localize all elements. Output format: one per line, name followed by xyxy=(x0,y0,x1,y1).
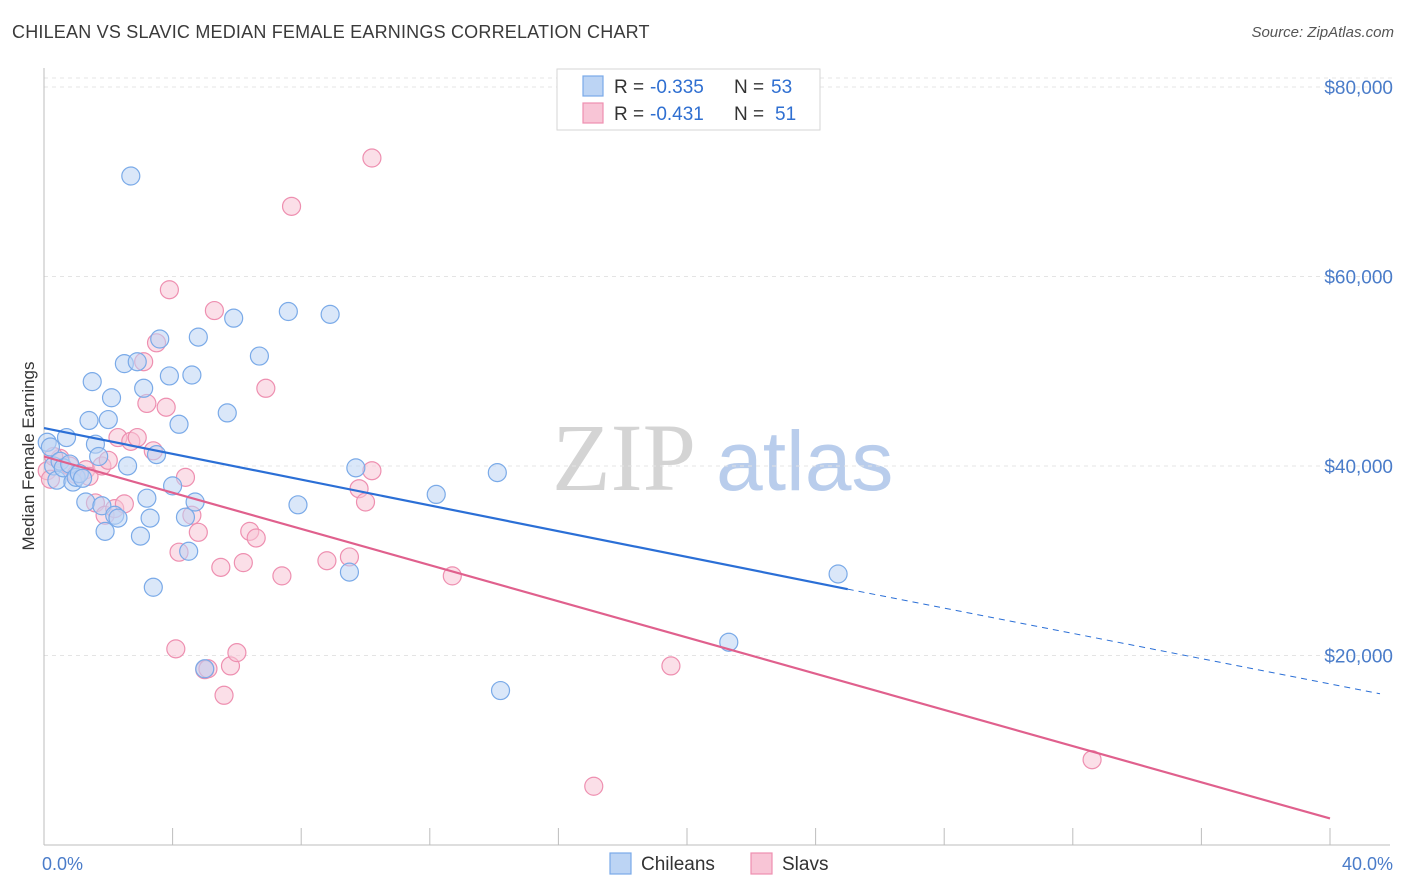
y-tick-label-2: $60,000 xyxy=(1324,267,1393,288)
chileans-point-51 xyxy=(487,463,507,483)
y-axis-label: Median Female Earnings xyxy=(19,362,38,551)
chileans-point-42 xyxy=(217,403,237,423)
chileans-point-37 xyxy=(179,541,199,561)
chileans-point-46 xyxy=(288,495,308,515)
chileans-point-49 xyxy=(346,458,366,478)
legend-slavs-r-label: R = xyxy=(614,104,644,125)
slavs-point-45 xyxy=(362,148,382,168)
slavs-point-34 xyxy=(233,553,253,573)
chileans-point-47 xyxy=(320,304,340,324)
slavs-point-40 xyxy=(317,551,337,571)
chileans-point-32 xyxy=(150,329,170,349)
chileans-point-11 xyxy=(72,468,93,488)
slavs-point-46 xyxy=(442,566,462,586)
chileans-point-12 xyxy=(76,492,96,512)
chileans-point-19 xyxy=(98,409,118,430)
chileans-point-1 xyxy=(40,437,61,457)
slavs-point-44 xyxy=(362,461,382,481)
legend-chileans-r-value: -0.335 xyxy=(650,77,704,98)
legend-top: R = -0.335 N = 53 R = -0.431 N = 51 xyxy=(556,68,821,131)
chileans-point-28 xyxy=(137,488,157,508)
x-tick-label-min: 0.0% xyxy=(42,854,83,874)
x-ticks xyxy=(43,828,1331,845)
legend-slavs-swatch xyxy=(582,102,604,124)
chileans-trend-line xyxy=(43,426,848,591)
legend-bottom-chileans-swatch xyxy=(609,852,632,875)
legend-slavs-n-label: N = xyxy=(734,104,764,125)
series-chileans-points xyxy=(37,166,848,701)
chileans-point-41 xyxy=(195,659,215,679)
slavs-point-30 xyxy=(211,557,231,577)
chileans-point-13 xyxy=(79,410,99,431)
slavs-point-31 xyxy=(214,685,234,705)
chileans-point-44 xyxy=(249,346,270,366)
y-tick-labels: $20,000 $40,000 $60,000 $80,000 xyxy=(1324,78,1393,668)
watermark-zip: ZIP xyxy=(552,404,696,511)
slavs-point-22 xyxy=(166,639,186,659)
slavs-point-33 xyxy=(227,643,247,663)
chileans-point-50 xyxy=(426,484,446,505)
y-tick-label-0: $20,000 xyxy=(1324,646,1393,667)
chileans-point-48 xyxy=(339,562,360,582)
chart-title: CHILEAN VS SLAVIC MEDIAN FEMALE EARNINGS… xyxy=(12,22,650,42)
legend-bottom: Chileans Slavs xyxy=(609,852,828,875)
chileans-point-38 xyxy=(182,365,202,385)
chileans-point-30 xyxy=(143,577,163,597)
slavs-trend-line xyxy=(43,455,1331,820)
chileans-point-33 xyxy=(159,366,179,386)
legend-slavs-n-value: 51 xyxy=(775,104,796,125)
chileans-point-25 xyxy=(127,352,147,372)
chileans-point-43 xyxy=(224,308,244,328)
y-tick-label-3: $80,000 xyxy=(1324,78,1393,99)
chileans-point-55 xyxy=(121,166,141,186)
x-tick-label-max: 40.0% xyxy=(1342,854,1393,874)
y-tick-label-1: $40,000 xyxy=(1324,457,1393,478)
trend-lines xyxy=(43,426,1381,820)
chileans-point-18 xyxy=(95,521,115,541)
slavs-point-47 xyxy=(584,776,604,796)
slavs-point-15 xyxy=(127,427,147,448)
chileans-point-16 xyxy=(89,446,109,467)
legend-bottom-slavs-swatch xyxy=(750,852,773,875)
legend-chileans-n-label: N = xyxy=(734,77,764,98)
chileans-point-27 xyxy=(134,378,154,398)
watermark-atlas: atlas xyxy=(716,414,893,508)
chileans-point-40 xyxy=(188,327,208,347)
legend-bottom-slavs-label: Slavs xyxy=(782,854,828,875)
legend-slavs-r-value: -0.431 xyxy=(650,104,704,125)
chileans-point-35 xyxy=(169,414,189,434)
slavs-point-39 xyxy=(281,196,302,216)
chileans-point-53 xyxy=(719,632,739,652)
slavs-point-43 xyxy=(355,492,376,512)
slavs-point-29 xyxy=(204,300,224,321)
slavs-point-20 xyxy=(156,397,176,417)
chileans-point-22 xyxy=(108,508,128,528)
slavs-point-21 xyxy=(159,280,179,300)
slavs-point-26 xyxy=(188,522,208,542)
chileans-point-45 xyxy=(278,301,298,322)
legend-chileans-swatch xyxy=(582,75,604,97)
chileans-point-24 xyxy=(117,456,138,476)
legend-chileans-r-label: R = xyxy=(614,77,644,98)
chileans-point-36 xyxy=(175,507,196,527)
slavs-point-37 xyxy=(256,378,276,398)
chileans-point-39 xyxy=(185,492,205,512)
chileans-point-20 xyxy=(101,388,122,408)
chileans-point-54 xyxy=(828,564,848,584)
chileans-point-29 xyxy=(140,508,160,528)
chileans-point-52 xyxy=(490,680,511,701)
slavs-point-48 xyxy=(661,656,681,676)
legend-chileans-n-value: 53 xyxy=(771,77,792,98)
chileans-point-14 xyxy=(82,372,102,392)
chileans-point-26 xyxy=(130,526,151,546)
chileans-point-17 xyxy=(92,496,112,516)
slavs-point-36 xyxy=(246,528,266,548)
legend-bottom-chileans-label: Chileans xyxy=(641,854,715,875)
chileans-trend-line-extension xyxy=(847,588,1381,695)
slavs-point-38 xyxy=(272,566,292,586)
chart-source: Source: ZipAtlas.com xyxy=(1251,24,1394,41)
